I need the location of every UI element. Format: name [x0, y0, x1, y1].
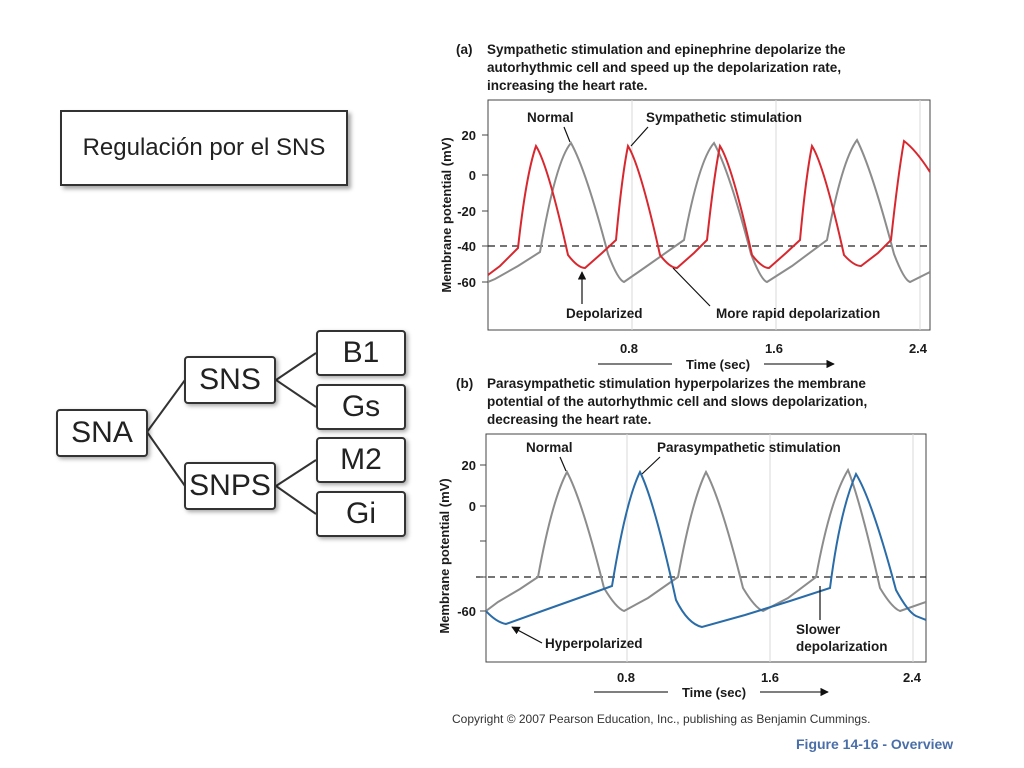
panel-a-ytick-minus60: -60 [457, 275, 476, 290]
panel-a-normal-pointer [563, 126, 571, 143]
panel-a-xtick-2-4: 2.4 [909, 341, 928, 356]
panel-a-xtick-0-8: 0.8 [620, 341, 638, 356]
panel-b-plot-frame [485, 433, 927, 663]
connector-sna-sns [146, 379, 186, 433]
panel-b-label-stimulation: Parasympathetic stimulation [657, 440, 841, 455]
panel-b-stimulation-pointer [641, 456, 661, 475]
panel-b-ytick-20: 20 [462, 458, 476, 473]
panel-a-stimulation-pointer [630, 126, 649, 147]
panel-b-ytick-minus60: -60 [457, 604, 476, 619]
panel-b-caption-line1: Parasympathetic stimulation hyperpolariz… [487, 376, 866, 391]
panel-a-xlabel: Time (sec) [686, 357, 750, 372]
panel-b-normal-trace [486, 467, 926, 613]
tree-connectors [146, 352, 317, 515]
tree-node-gi: Gi [316, 491, 406, 537]
connector-snps-m2 [275, 459, 317, 487]
panel-b-tag: (b) [456, 376, 473, 391]
connector-sns-b1 [275, 352, 317, 381]
panel-b-xtick-1-6: 1.6 [761, 670, 779, 685]
panel-b-ylabel: Membrane potential (mV) [437, 478, 452, 633]
panel-b-xtick-2-4: 2.4 [903, 670, 922, 685]
tree-node-b1: B1 [316, 330, 406, 376]
panel-b-label-normal: Normal [526, 440, 573, 455]
panel-b-caption-line2: potential of the autorhythmic cell and s… [487, 394, 867, 409]
panel-b-xtick-0-8: 0.8 [617, 670, 635, 685]
panel-a-label-normal: Normal [527, 110, 574, 125]
panel-a-label-depolarized: Depolarized [566, 306, 643, 321]
panel-a-rapid-pointer [672, 267, 711, 307]
panel-a-tag: (a) [456, 42, 473, 57]
panel-b-hyperpolarized-arrow [511, 626, 543, 644]
panel-a-ylabel: Membrane potential (mV) [439, 137, 454, 292]
panel-b-label-slower-line2: depolarization [796, 639, 888, 654]
tree-node-sns: SNS [184, 356, 276, 404]
panel-a-xtick-1-6: 1.6 [765, 341, 783, 356]
panel-b-caption-line3: decreasing the heart rate. [487, 412, 651, 427]
panel-a-ytick-0: 0 [469, 168, 476, 183]
panel-b-parasympathetic-trace [486, 469, 926, 629]
slide-title: Regulación por el SNS [60, 110, 348, 186]
panel-a-normal-trace [488, 138, 930, 284]
panel-a-label-rapid: More rapid depolarization [716, 306, 880, 321]
figure-panels: (a) Sympathetic stimulation and epinephr… [437, 42, 931, 700]
panel-a-ytick-20: 20 [462, 128, 476, 143]
panel-a-sympathetic-trace [488, 139, 930, 276]
tree-node-root: SNA [56, 409, 148, 457]
panel-b-label-slower-line1: Slower [796, 622, 841, 637]
panel-a-ytick-minus40: -40 [457, 239, 476, 254]
panel-a-caption-line3: increasing the heart rate. [487, 78, 648, 93]
connector-sns-gs [275, 379, 317, 408]
panel-a-caption-line2: autorhythmic cell and speed up the depol… [487, 60, 841, 75]
panel-b-gridlines [626, 434, 914, 662]
panel-b-xlabel: Time (sec) [682, 685, 746, 700]
panel-b-ytick-0: 0 [469, 499, 476, 514]
figure-label: Figure 14-16 - Overview [796, 736, 954, 752]
panel-a-label-stimulation: Sympathetic stimulation [646, 110, 802, 125]
panel-a-gridlines [631, 100, 921, 330]
panel-b-label-hyperpolarized: Hyperpolarized [545, 636, 643, 651]
tree-node-gs: Gs [316, 384, 406, 430]
tree-node-m2: M2 [316, 437, 406, 483]
connector-snps-gi [275, 485, 317, 515]
copyright-notice: Copyright © 2007 Pearson Education, Inc.… [452, 712, 871, 726]
panel-a-ytick-minus20: -20 [457, 204, 476, 219]
panel-b-normal-pointer [559, 456, 567, 472]
connector-sna-snps [146, 431, 186, 487]
tree-node-snps: SNPS [184, 462, 276, 510]
panel-a-caption-line1: Sympathetic stimulation and epinephrine … [487, 42, 846, 57]
